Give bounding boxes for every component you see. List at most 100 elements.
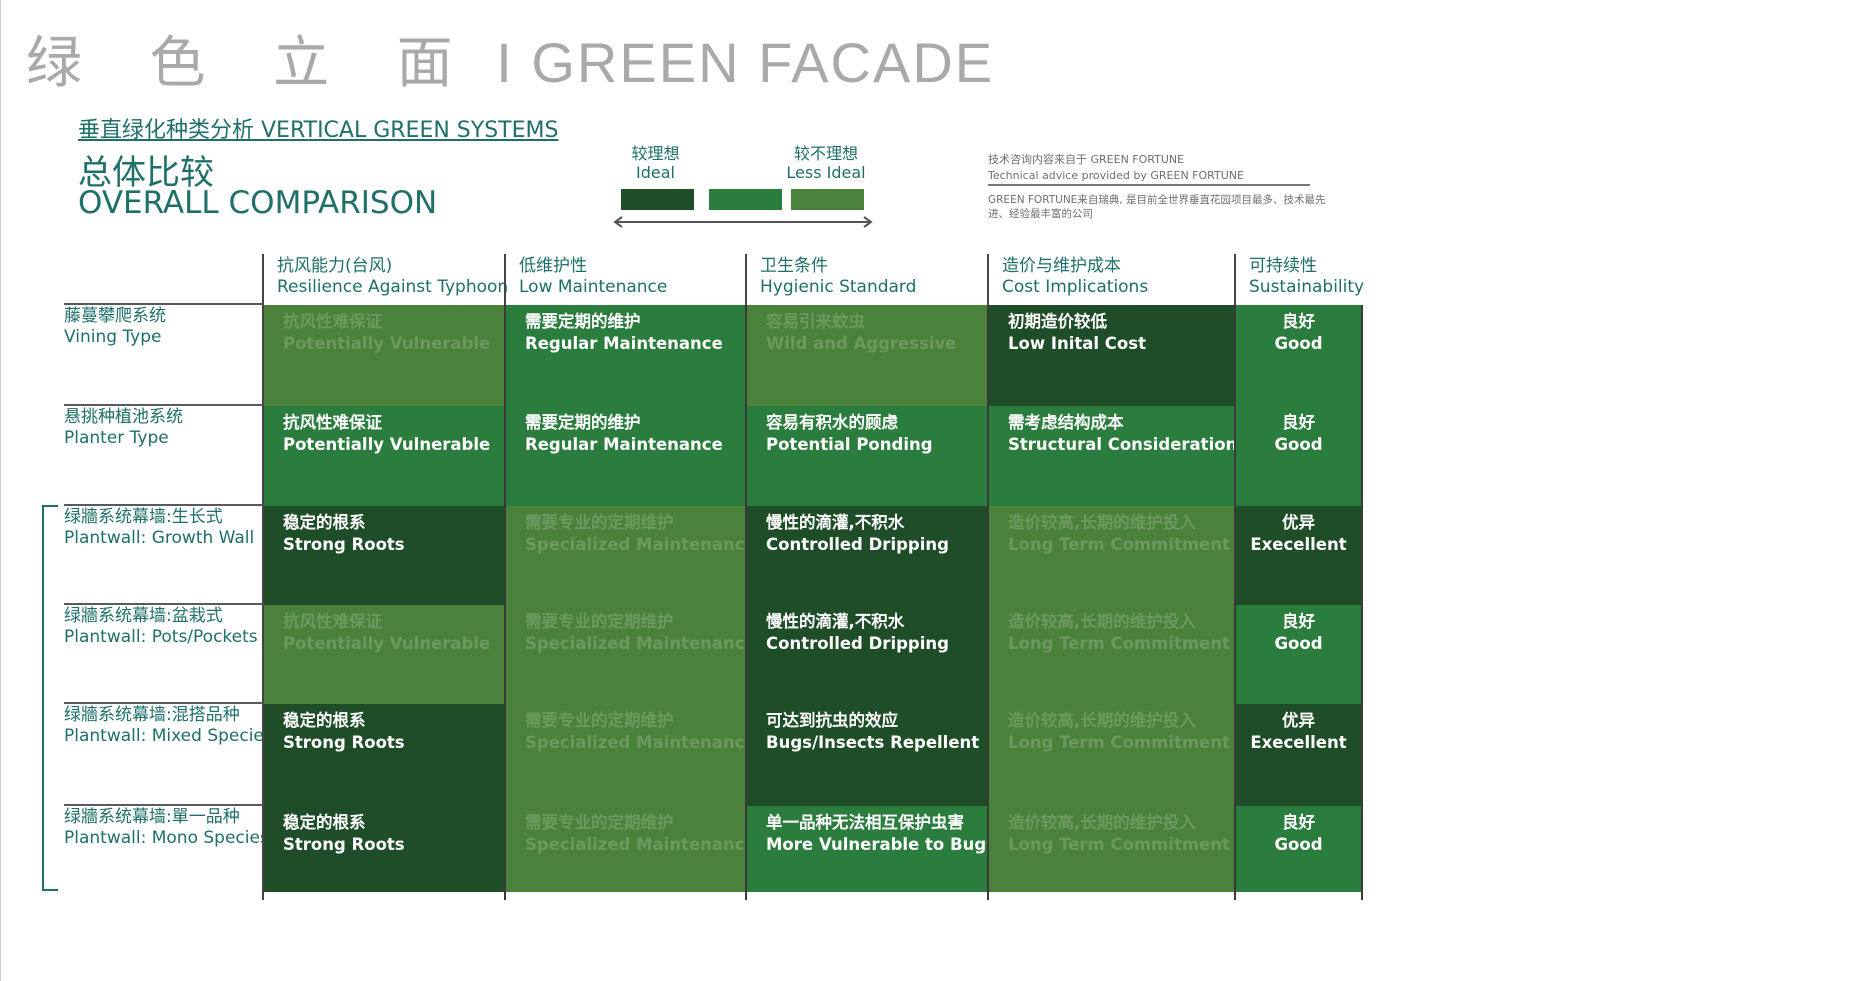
- cell-divider: [504, 406, 506, 506]
- cell-text-en: Potentially Vulnerable: [283, 633, 491, 653]
- cell-divider: [987, 704, 989, 806]
- column-header-zh: 造价与维护成本: [1002, 256, 1121, 276]
- cell-text-en: Specialized Maintenance: [525, 633, 746, 653]
- cell-text-en: Potentially Vulnerable: [283, 434, 491, 454]
- cell-text-en: Specialized Maintenance: [525, 534, 746, 554]
- cell-divider: [1361, 806, 1363, 900]
- page-edge: [0, 0, 1, 981]
- cell-divider: [262, 406, 264, 506]
- row-header: 绿牆系统幕墙:盆栽式 Plantwall: Pots/Pockets: [64, 606, 258, 648]
- cell-text-zh: 容易有积水的顾虑: [766, 413, 898, 432]
- cell-text-en: Regular Maintenance: [525, 333, 723, 353]
- table-cell: 稳定的根系 Strong Roots: [263, 704, 505, 806]
- page-title: 绿 色 立 面 I GREEN FACADE: [26, 18, 994, 99]
- row-divider: [64, 804, 263, 806]
- row-header-zh: 悬挑种植池系统: [64, 407, 183, 427]
- row-header-zh: 绿牆系统幕墙:單一品种: [64, 807, 240, 827]
- cell-divider: [745, 605, 747, 704]
- table-cell: 需考虑结构成本 Structural Consideration: [988, 406, 1235, 506]
- cell-divider: [262, 605, 264, 704]
- cell-divider: [262, 506, 264, 605]
- cell-text-en: Strong Roots: [283, 834, 405, 854]
- cell-text-zh: 需要专业的定期维护: [525, 711, 674, 730]
- row-header-en: Planter Type: [64, 428, 169, 448]
- heading-en: OVERALL COMPARISON: [78, 185, 438, 221]
- cell-text-en: Long Term Commitment: [1008, 732, 1230, 752]
- column-header: 抗风能力(台风) Resilience Against Typhoon: [277, 256, 508, 298]
- cell-divider: [987, 305, 989, 406]
- legend-less-ideal-en: Less Ideal: [786, 163, 866, 182]
- cell-text-zh: 需要专业的定期维护: [525, 513, 674, 532]
- row-divider: [64, 603, 263, 605]
- cell-text-zh: 稳定的根系: [283, 711, 366, 730]
- cell-text-en: Strong Roots: [283, 534, 405, 554]
- cell-text-en: Specialized Maintenance: [525, 834, 746, 854]
- cell-text-zh: 需要专业的定期维护: [525, 612, 674, 631]
- cell-divider: [987, 605, 989, 704]
- column-header-en: Cost Implications: [1002, 277, 1149, 297]
- cell-divider: [1234, 605, 1236, 704]
- cell-divider: [1234, 305, 1236, 406]
- row-header-en: Plantwall: Mono Species: [64, 828, 269, 848]
- row-header-en: Plantwall: Pots/Pockets: [64, 627, 258, 647]
- legend-less-ideal-zh: 较不理想: [793, 144, 858, 163]
- cell-text-en: Long Term Commitment: [1008, 534, 1230, 554]
- cell-divider: [504, 506, 506, 605]
- cell-divider: [504, 605, 506, 704]
- row-header: 绿牆系统幕墙:生长式 Plantwall: Growth Wall: [64, 507, 254, 549]
- column-divider: [987, 254, 989, 305]
- table-cell: 良好 Good: [1235, 305, 1362, 406]
- cell-text-en: Good: [1274, 333, 1323, 353]
- column-header-zh: 卫生条件: [760, 256, 828, 276]
- cell-divider: [262, 704, 264, 806]
- cell-text-zh: 抗风性难保证: [283, 413, 382, 432]
- cell-text-zh: 抗风性难保证: [283, 612, 382, 631]
- cell-text-en: Execellent: [1250, 534, 1347, 554]
- column-header-en: Resilience Against Typhoon: [277, 277, 509, 297]
- cell-divider: [1234, 806, 1236, 900]
- column-divider: [1234, 254, 1236, 305]
- legend-swatch-less-ideal: [791, 189, 864, 210]
- cell-divider: [262, 305, 264, 406]
- column-divider: [262, 254, 264, 305]
- table-cell: 稳定的根系 Strong Roots: [263, 506, 505, 605]
- cell-text-zh: 良好: [1282, 413, 1315, 432]
- table-cell: 慢性的滴灌,不积水 Controlled Dripping: [746, 506, 988, 605]
- cell-divider: [504, 704, 506, 806]
- column-header-zh: 可持续性: [1249, 256, 1317, 276]
- row-divider: [64, 504, 263, 506]
- table-cell: 需要专业的定期维护 Specialized Maintenance: [505, 704, 746, 806]
- cell-divider: [1361, 605, 1363, 704]
- plantwall-group-bracket: [42, 505, 58, 891]
- column-header-en: Low Maintenance: [519, 277, 668, 297]
- company-note: GREEN FORTUNE来自瑞典, 是目前全世界垂直花园项目最多、技术最先进、…: [988, 194, 1326, 220]
- table-cell: 容易引来蚊虫 Wild and Aggressive: [746, 305, 988, 406]
- advice-note-en: Technical advice provided by GREEN FORTU…: [988, 169, 1244, 182]
- cell-divider: [987, 506, 989, 605]
- advice-note-zh: 技术咨询内容来自于 GREEN FORTUNE: [988, 153, 1185, 166]
- cell-text-zh: 需考虑结构成本: [1008, 413, 1124, 432]
- table-cell: 慢性的滴灌,不积水 Controlled Dripping: [746, 605, 988, 704]
- row-divider: [64, 404, 263, 406]
- row-header: 悬挑种植池系统 Planter Type: [64, 407, 183, 449]
- table-cell: 造价较高,长期的维护投入 Long Term Commitment: [988, 806, 1235, 892]
- cell-divider: [745, 806, 747, 900]
- table-cell: 可达到抗虫的效应 Bugs/Insects Repellent: [746, 704, 988, 806]
- legend-less-ideal-label: 较不理想 Less Ideal: [776, 144, 876, 182]
- row-divider: [64, 702, 263, 704]
- cell-text-zh: 抗风性难保证: [283, 312, 382, 331]
- cell-divider: [745, 506, 747, 605]
- cell-text-en: Potentially Vulnerable: [283, 333, 491, 353]
- cell-divider: [1361, 704, 1363, 806]
- cell-text-en: Controlled Dripping: [766, 534, 949, 554]
- cell-text-en: Regular Maintenance: [525, 434, 723, 454]
- column-header-zh: 抗风能力(台风): [277, 256, 393, 276]
- cell-text-en: Strong Roots: [283, 732, 405, 752]
- page-title-separator: I: [478, 31, 532, 94]
- cell-text-zh: 需要专业的定期维护: [525, 813, 674, 832]
- table-cell: 抗风性难保证 Potentially Vulnerable: [263, 305, 505, 406]
- cell-divider: [1234, 506, 1236, 605]
- cell-text-en: Low Inital Cost: [1008, 333, 1146, 353]
- cell-divider: [1361, 506, 1363, 605]
- table-cell: 优异 Execellent: [1235, 506, 1362, 605]
